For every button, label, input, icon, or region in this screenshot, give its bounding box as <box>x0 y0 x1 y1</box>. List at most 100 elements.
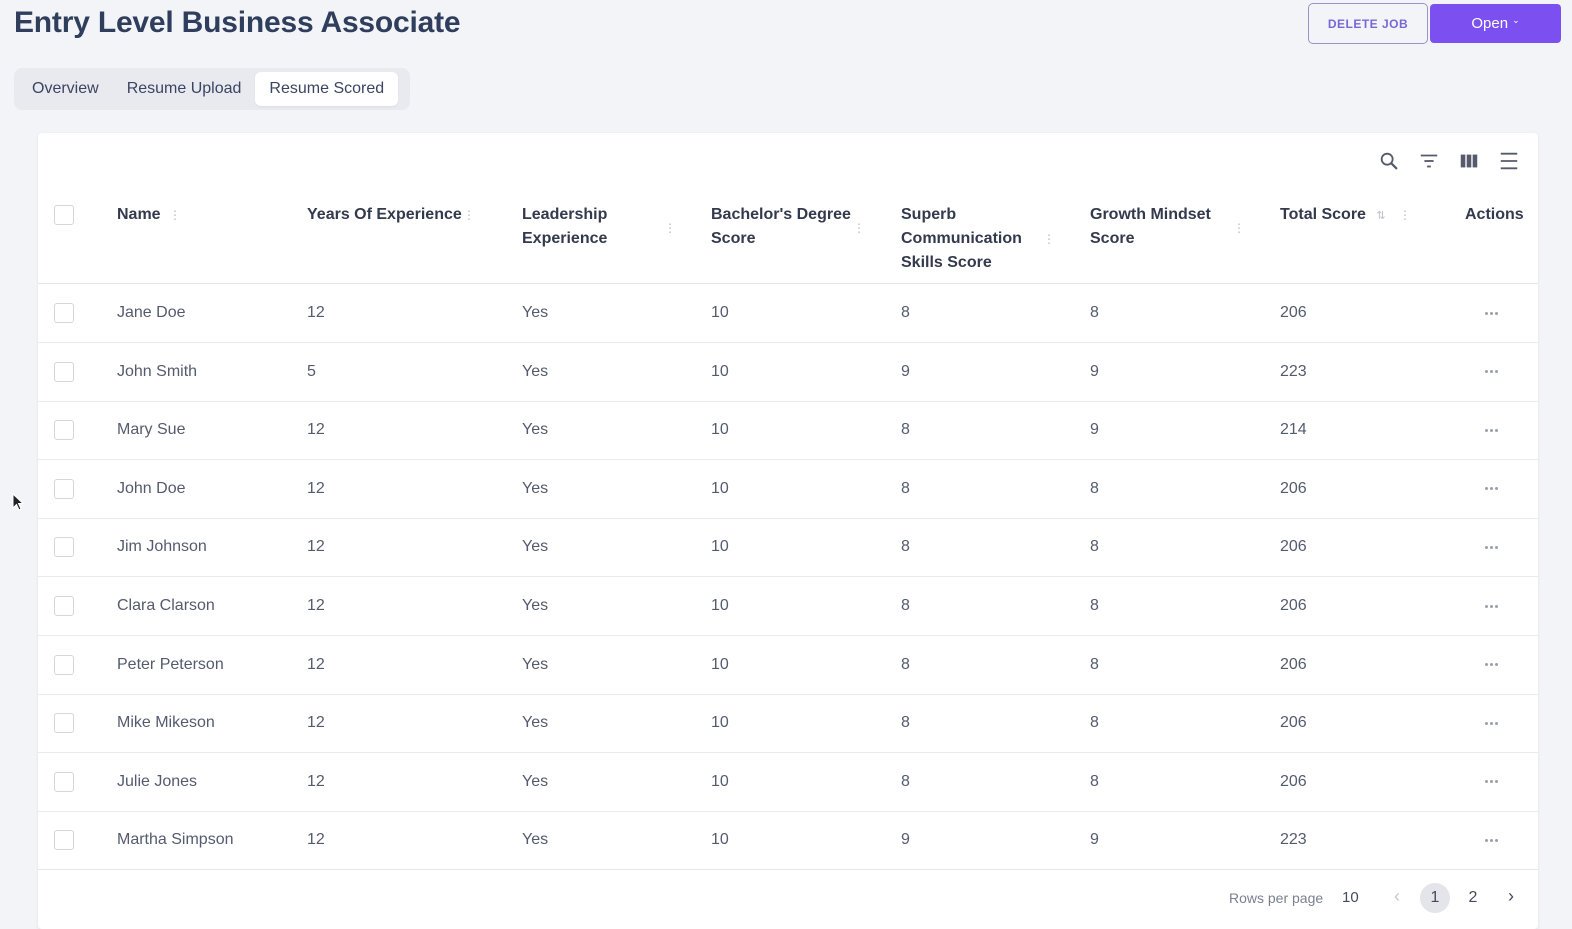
status-label: Open <box>1471 15 1509 32</box>
column-label: Total Score <box>1280 206 1366 223</box>
cell-name: Clara Clarson <box>117 597 215 614</box>
cell-name: Julie Jones <box>117 772 198 790</box>
cell-growth: 8 <box>1090 538 1099 556</box>
cell-growth: 8 <box>1090 655 1099 673</box>
cell-growth: 8 <box>1090 772 1099 790</box>
row-checkbox[interactable] <box>54 303 74 323</box>
table-row[interactable]: Jim Johnson 12 Yes 10 8 8 206 <box>38 518 1538 578</box>
more-actions-icon[interactable] <box>1482 659 1500 671</box>
column-header-communication[interactable]: Superb Communication Skills Score <box>901 203 1022 275</box>
table-row[interactable]: John Smith 5 Yes 10 9 9 223 <box>38 343 1538 402</box>
next-page-icon[interactable]: › <box>1508 886 1514 906</box>
more-actions-icon[interactable] <box>1482 717 1500 729</box>
tab-resume-upload[interactable]: Resume Upload <box>126 80 242 97</box>
cell-total: 206 <box>1280 538 1307 556</box>
column-header-years[interactable]: Years Of Experience <box>307 203 462 227</box>
page-button-1[interactable]: 1 <box>1420 883 1450 913</box>
density-icon[interactable] <box>1498 149 1520 173</box>
more-actions-icon[interactable] <box>1482 424 1500 436</box>
cell-years: 12 <box>307 714 325 732</box>
page-title: Entry Level Business Associate <box>14 6 461 39</box>
more-actions-icon[interactable] <box>1482 834 1500 846</box>
column-label: Score <box>711 230 756 247</box>
row-checkbox[interactable] <box>54 478 74 499</box>
cell-total: 206 <box>1280 479 1307 497</box>
column-label: Experience <box>522 230 608 247</box>
row-checkbox[interactable] <box>54 361 74 382</box>
table-row[interactable]: John Doe 12 Yes 10 8 8 206 <box>38 460 1538 519</box>
column-menu-icon[interactable]: ⋮ <box>1233 221 1245 235</box>
cell-years: 12 <box>307 831 325 849</box>
cell-total: 206 <box>1280 597 1307 614</box>
cell-communication: 8 <box>901 304 910 321</box>
cell-communication: 8 <box>901 479 910 497</box>
row-checkbox[interactable] <box>54 420 74 441</box>
filter-icon[interactable] <box>1418 149 1440 173</box>
select-all-checkbox[interactable] <box>54 205 74 225</box>
cell-growth: 9 <box>1090 362 1099 380</box>
cell-years: 12 <box>307 538 325 556</box>
column-header-total[interactable]: Total Score ⇅ <box>1280 203 1386 228</box>
table-row[interactable]: Martha Simpson 12 Yes 10 9 9 223 <box>38 811 1538 871</box>
header-actions: DELETE JOB Open ⌄ <box>1308 3 1561 44</box>
cell-bachelors: 10 <box>711 597 729 614</box>
cell-bachelors: 10 <box>711 538 729 556</box>
cell-communication: 9 <box>901 831 910 849</box>
table-row[interactable]: Jane Doe 12 Yes 10 8 8 206 <box>38 284 1538 343</box>
tab-resume-scored[interactable]: Resume Scored <box>255 72 399 106</box>
columns-icon[interactable] <box>1458 149 1480 173</box>
page-button-2[interactable]: 2 <box>1468 889 1478 906</box>
sort-icon[interactable]: ⇅ <box>1376 210 1386 222</box>
cell-bachelors: 10 <box>711 714 729 732</box>
cell-years: 5 <box>307 362 316 380</box>
table-row[interactable]: Julie Jones 12 Yes 10 8 8 206 <box>38 753 1538 812</box>
table-header: Name ⋮ Years Of Experience ⋮ Leadership … <box>38 193 1538 284</box>
search-icon[interactable] <box>1378 149 1400 173</box>
column-header-bachelors[interactable]: Bachelor's Degree Score <box>711 203 851 251</box>
table-row[interactable]: Peter Peterson 12 Yes 10 8 8 206 <box>38 636 1538 695</box>
row-checkbox[interactable] <box>54 713 74 734</box>
column-label: Leadership <box>522 206 608 223</box>
rows-per-page-select[interactable]: 10 <box>1342 889 1359 906</box>
more-actions-icon[interactable] <box>1482 541 1500 553</box>
column-menu-icon[interactable]: ⋮ <box>463 208 475 222</box>
table-row[interactable]: Mike Mikeson 12 Yes 10 8 8 206 <box>38 694 1538 754</box>
column-header-leadership[interactable]: Leadership Experience <box>522 203 607 251</box>
cell-communication: 8 <box>901 772 910 790</box>
row-checkbox[interactable] <box>54 537 74 558</box>
tab-overview[interactable]: Overview <box>32 80 99 97</box>
table-row[interactable]: Clara Clarson 12 Yes 10 8 8 206 <box>38 577 1538 636</box>
cell-growth: 9 <box>1090 831 1099 849</box>
row-checkbox[interactable] <box>54 654 74 675</box>
column-menu-icon[interactable]: ⋮ <box>169 208 181 222</box>
status-dropdown-button[interactable]: Open ⌄ <box>1430 4 1561 43</box>
column-label: Years Of Experience <box>307 206 462 223</box>
cell-name: Mary Sue <box>117 421 186 439</box>
cell-communication: 8 <box>901 421 910 439</box>
row-checkbox[interactable] <box>54 596 74 616</box>
column-header-name[interactable]: Name <box>117 203 161 227</box>
mouse-cursor-icon <box>12 493 24 511</box>
table-row[interactable]: Mary Sue 12 Yes 10 8 9 214 <box>38 401 1538 461</box>
more-actions-icon[interactable] <box>1482 483 1500 495</box>
more-actions-icon[interactable] <box>1482 307 1500 319</box>
more-actions-icon[interactable] <box>1482 600 1500 612</box>
row-checkbox[interactable] <box>54 771 74 792</box>
delete-job-button[interactable]: DELETE JOB <box>1308 3 1428 44</box>
more-actions-icon[interactable] <box>1482 776 1500 788</box>
cell-leadership: Yes <box>522 304 549 321</box>
more-actions-icon[interactable] <box>1482 366 1500 378</box>
cell-communication: 8 <box>901 714 910 732</box>
column-menu-icon[interactable]: ⋮ <box>1043 232 1055 246</box>
column-menu-icon[interactable]: ⋮ <box>1399 208 1411 222</box>
column-menu-icon[interactable]: ⋮ <box>664 221 676 235</box>
column-header-growth[interactable]: Growth Mindset Score <box>1090 203 1211 251</box>
row-checkbox[interactable] <box>54 830 74 851</box>
table-toolbar <box>1378 149 1520 173</box>
column-menu-icon[interactable]: ⋮ <box>853 221 865 235</box>
cell-growth: 8 <box>1090 304 1099 321</box>
cell-name: Peter Peterson <box>117 655 224 673</box>
cell-growth: 8 <box>1090 479 1099 497</box>
previous-page-icon[interactable]: ‹ <box>1394 886 1400 906</box>
cell-leadership: Yes <box>522 772 549 790</box>
